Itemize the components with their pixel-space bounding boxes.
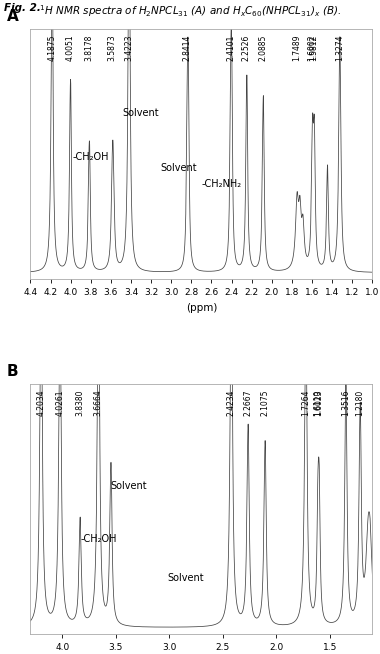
Text: 1.6002: 1.6002	[307, 35, 317, 61]
Text: Solvent: Solvent	[167, 574, 204, 583]
Text: 1.6110: 1.6110	[313, 389, 322, 416]
Text: -CH₂NH₂: -CH₂NH₂	[201, 179, 242, 189]
Text: 1.7489: 1.7489	[293, 35, 302, 61]
Text: 4.0051: 4.0051	[66, 35, 74, 61]
Text: 1.3516: 1.3516	[341, 389, 350, 416]
Text: 3.8380: 3.8380	[75, 389, 84, 416]
Text: 3.6664: 3.6664	[93, 389, 103, 416]
Text: 1.6023: 1.6023	[314, 389, 323, 416]
Text: 2.1075: 2.1075	[260, 389, 269, 416]
Text: Solvent: Solvent	[111, 481, 147, 490]
Text: 3.5873: 3.5873	[108, 35, 117, 61]
Text: B: B	[6, 364, 18, 379]
Text: 2.2526: 2.2526	[242, 35, 251, 61]
Text: A: A	[6, 9, 18, 24]
Text: 1.2180: 1.2180	[355, 389, 364, 416]
Text: 2.4234: 2.4234	[226, 389, 236, 416]
Text: 2.4101: 2.4101	[226, 35, 235, 61]
Text: 1.7264: 1.7264	[301, 389, 310, 416]
Text: 4.1875: 4.1875	[47, 35, 56, 61]
Text: Solvent: Solvent	[160, 164, 196, 173]
Text: -CH₂OH: -CH₂OH	[73, 152, 109, 162]
Text: 2.0885: 2.0885	[258, 35, 268, 61]
Text: 2.2667: 2.2667	[243, 389, 252, 416]
Text: -CH₂OH: -CH₂OH	[81, 534, 117, 543]
X-axis label: (ppm): (ppm)	[186, 303, 217, 313]
Text: 4.0261: 4.0261	[55, 389, 64, 416]
Text: 3.8178: 3.8178	[84, 35, 93, 61]
Text: Fig. 2.: Fig. 2.	[4, 3, 41, 13]
Text: $^1$H NMR spectra of H$_2$NPCL$_{31}$ (A) and H$_x$C$_{60}$(NHPCL$_{31}$)$_x$ (B: $^1$H NMR spectra of H$_2$NPCL$_{31}$ (A…	[36, 3, 341, 19]
Text: 1.3274: 1.3274	[335, 35, 344, 61]
Text: Solvent: Solvent	[123, 108, 159, 118]
Text: 3.4223: 3.4223	[124, 35, 133, 61]
Text: 4.2034: 4.2034	[36, 389, 45, 416]
Text: 2.8414: 2.8414	[183, 35, 192, 61]
Text: 1.5812: 1.5812	[309, 35, 318, 61]
